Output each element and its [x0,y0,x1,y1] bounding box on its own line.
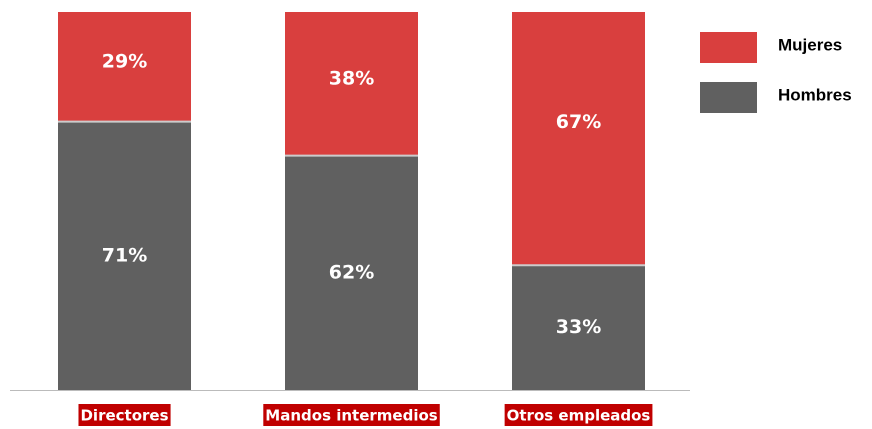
x-tick-label: Directores [80,407,168,425]
value-label: 67% [556,111,601,133]
x-tick-label: Mandos intermedios [265,407,437,425]
bar-segment [58,121,191,391]
legend-swatch [700,82,757,113]
bar-segment [285,155,418,390]
value-label: 71% [102,244,147,266]
x-tick-label: Otros empleados [507,407,651,425]
legend-swatch [700,32,757,63]
legend-label: Hombres [778,85,852,104]
category-label-bg [504,404,653,426]
value-label: 33% [556,316,601,338]
bar-segment [285,12,418,156]
bar-segment [58,12,191,122]
value-label: 29% [102,51,147,73]
category-label-bg [263,404,440,426]
bar-segment [512,12,645,266]
bar-segment [512,265,645,390]
value-label: 62% [329,261,374,283]
legend-label: Mujeres [778,35,842,54]
category-label-bg [78,404,171,426]
value-label: 38% [329,68,374,90]
